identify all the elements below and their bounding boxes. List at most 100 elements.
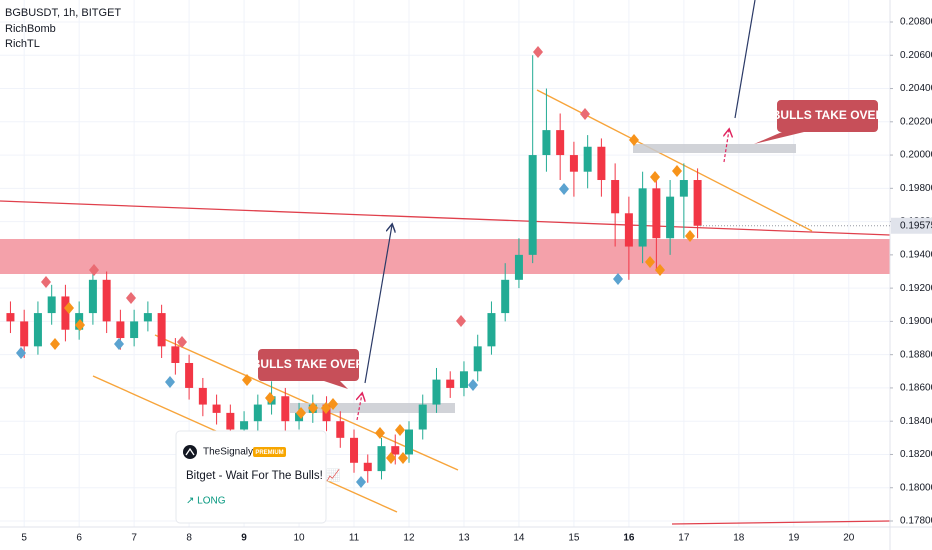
chart-title: BGBUSDT, 1h, BITGET: [5, 7, 121, 19]
candle-body: [569, 155, 578, 172]
signal-marker: [177, 336, 187, 348]
x-tick-label: 11: [349, 533, 360, 544]
premium-badge: [253, 447, 286, 457]
signal-marker: [242, 374, 252, 386]
callout-text: BULLS TAKE OVER: [772, 108, 885, 122]
signal-marker: [398, 452, 408, 464]
signal-marker: [265, 392, 275, 404]
trend-line: [671, 520, 891, 525]
candle-body: [185, 362, 194, 388]
x-tick-label: 6: [76, 533, 82, 544]
idea-card[interactable]: [175, 430, 327, 524]
signal-marker: [559, 183, 569, 195]
signal-marker: [533, 46, 543, 58]
signal-marker: [629, 134, 639, 146]
signal-marker: [126, 292, 136, 304]
signal-marker: [386, 452, 396, 464]
signal-marker: [580, 108, 590, 120]
signal-marker: [456, 315, 466, 327]
candle-body: [611, 180, 620, 214]
trend-line: [0, 200, 891, 236]
projection-arrow: [364, 225, 392, 384]
signal-marker: [655, 264, 665, 276]
candle-body: [391, 446, 400, 455]
candle-body: [336, 421, 345, 438]
x-tick-label: 5: [21, 533, 27, 544]
x-tick-label: 7: [131, 533, 137, 544]
projection-arrow: [734, 0, 756, 119]
x-tick-label: 19: [788, 533, 800, 544]
support-zone: [0, 239, 890, 274]
candle-body: [295, 412, 304, 422]
signal-marker: [75, 319, 85, 331]
resistance-box: [633, 144, 796, 153]
indicator-name: RichBomb: [5, 23, 56, 35]
x-tick-label: 8: [186, 533, 192, 544]
signal-marker: [89, 264, 99, 276]
breakout-arrow: [724, 130, 729, 163]
signal-marker: [321, 402, 331, 414]
signal-marker: [672, 165, 682, 177]
signal-marker: [685, 230, 695, 242]
channel-line: [536, 89, 813, 232]
candle-body: [377, 446, 386, 472]
signal-marker: [328, 398, 338, 410]
candle-body: [446, 379, 455, 388]
candle-body: [143, 313, 152, 322]
candle-body: [404, 429, 413, 455]
candle-body: [528, 155, 537, 255]
candle-body: [459, 371, 468, 388]
idea-direction: ↗ LONG: [186, 496, 226, 507]
candle-body: [597, 146, 606, 181]
candle-body: [171, 346, 180, 363]
signal-marker: [114, 338, 124, 350]
candle-body: [61, 296, 70, 330]
candle-body: [88, 279, 97, 314]
candle-body: [281, 396, 290, 422]
y-tick-label: 0.20800: [900, 17, 932, 28]
resistance-box: [290, 403, 455, 413]
signal-marker: [296, 407, 306, 419]
x-tick-label: 12: [403, 533, 415, 544]
candle-body: [253, 404, 262, 422]
signal-marker: [41, 276, 51, 288]
candle-body: [624, 213, 633, 247]
candle-body: [666, 196, 675, 239]
candle-body: [501, 279, 510, 314]
signal-marker: [165, 376, 175, 388]
candle-body: [679, 180, 688, 197]
candle-body: [542, 130, 551, 156]
candle-body: [363, 462, 372, 472]
x-tick-label: 15: [568, 533, 580, 544]
candle-body: [33, 313, 42, 347]
candle-body: [487, 313, 496, 347]
candle-body: [212, 404, 221, 413]
signal-marker: [64, 302, 74, 314]
indicator-name: RichTL: [5, 38, 40, 50]
candle-body: [418, 404, 427, 430]
author-name[interactable]: TheSignalyst: [203, 447, 261, 458]
candle-body: [198, 387, 207, 405]
x-tick-label: 14: [513, 533, 525, 544]
x-tick-label: 9: [241, 533, 247, 544]
x-tick-label: 16: [623, 533, 635, 544]
idea-headline[interactable]: Bitget - Wait For The Bulls! 📈: [186, 468, 340, 482]
x-tick-label: 13: [458, 533, 470, 544]
signal-marker: [468, 379, 478, 391]
avatar-icon: [185, 447, 195, 456]
candle-body: [47, 296, 56, 314]
signal-marker: [645, 256, 655, 268]
